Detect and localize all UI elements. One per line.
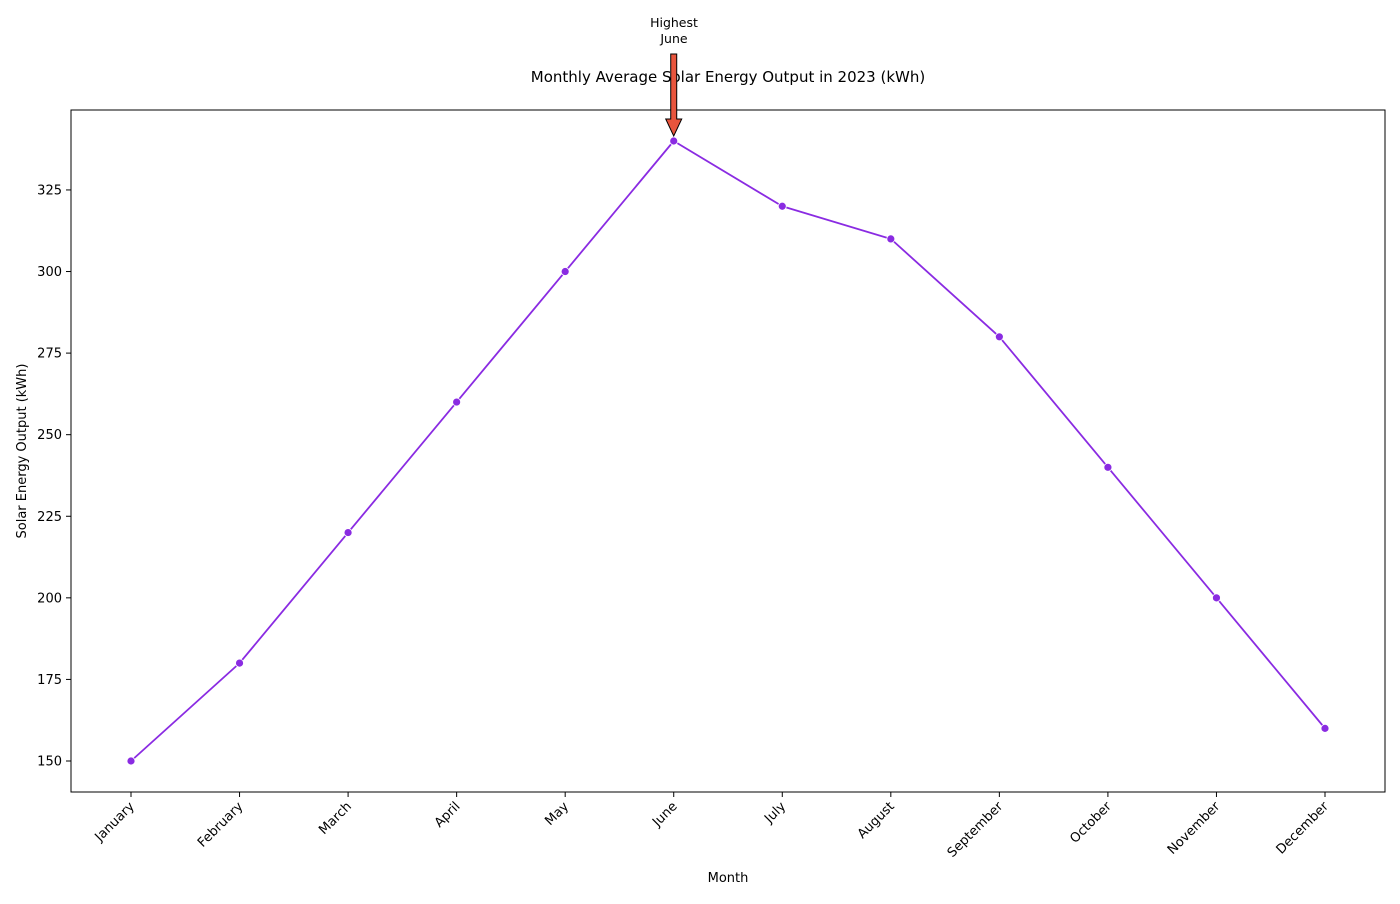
x-tick-label: December [1274,799,1333,858]
x-tick-label: October [1067,799,1115,847]
x-tick-label: March [316,799,355,838]
data-point [1320,723,1330,733]
y-tick-label: 150 [37,755,62,770]
max-annotation: Highest June [650,15,698,138]
y-tick-label: 225 [37,510,62,525]
y-tick-label: 275 [37,347,62,362]
x-tick-label: November [1165,799,1224,858]
x-tick-label: September [945,799,1007,861]
x-tick-label: June [649,799,680,830]
data-point [777,201,787,211]
y-tick-label: 300 [37,265,62,280]
x-tick-label: May [542,799,572,829]
x-axis: January February March April May June July Augu… [92,792,1333,861]
data-point [1212,593,1221,603]
y-tick-label: 250 [37,428,62,443]
data-point [452,397,462,407]
data-point [669,136,679,146]
y-tick-label: 325 [37,183,62,198]
data-point [994,332,1004,342]
data-point [343,528,353,537]
y-tick-label: 175 [37,673,62,688]
x-tick-label: January [92,799,138,845]
x-tick-label: April [432,799,464,831]
data-point [126,756,136,766]
y-axis-label: Solar Energy Output (kWh) [15,364,30,539]
plot-area [70,109,1386,793]
data-point [1103,462,1113,472]
annotation-text-line2: June [659,31,688,46]
annotation-text-line1: Highest [650,15,698,30]
chart-title: Monthly Average Solar Energy Output in 2… [531,68,925,86]
x-tick-label: July [761,799,789,827]
data-point [886,234,896,244]
data-point [235,658,244,668]
y-axis: 150 175 200 225 250 275 300 325 [37,183,71,770]
x-tick-label: August [855,799,898,842]
x-tick-label: February [195,799,247,851]
y-tick-label: 200 [37,591,62,606]
x-axis-label: Month [708,871,749,886]
annotation-arrow [664,53,683,138]
series-line [130,140,1326,762]
data-point [560,267,570,276]
series-layer [126,136,1330,766]
